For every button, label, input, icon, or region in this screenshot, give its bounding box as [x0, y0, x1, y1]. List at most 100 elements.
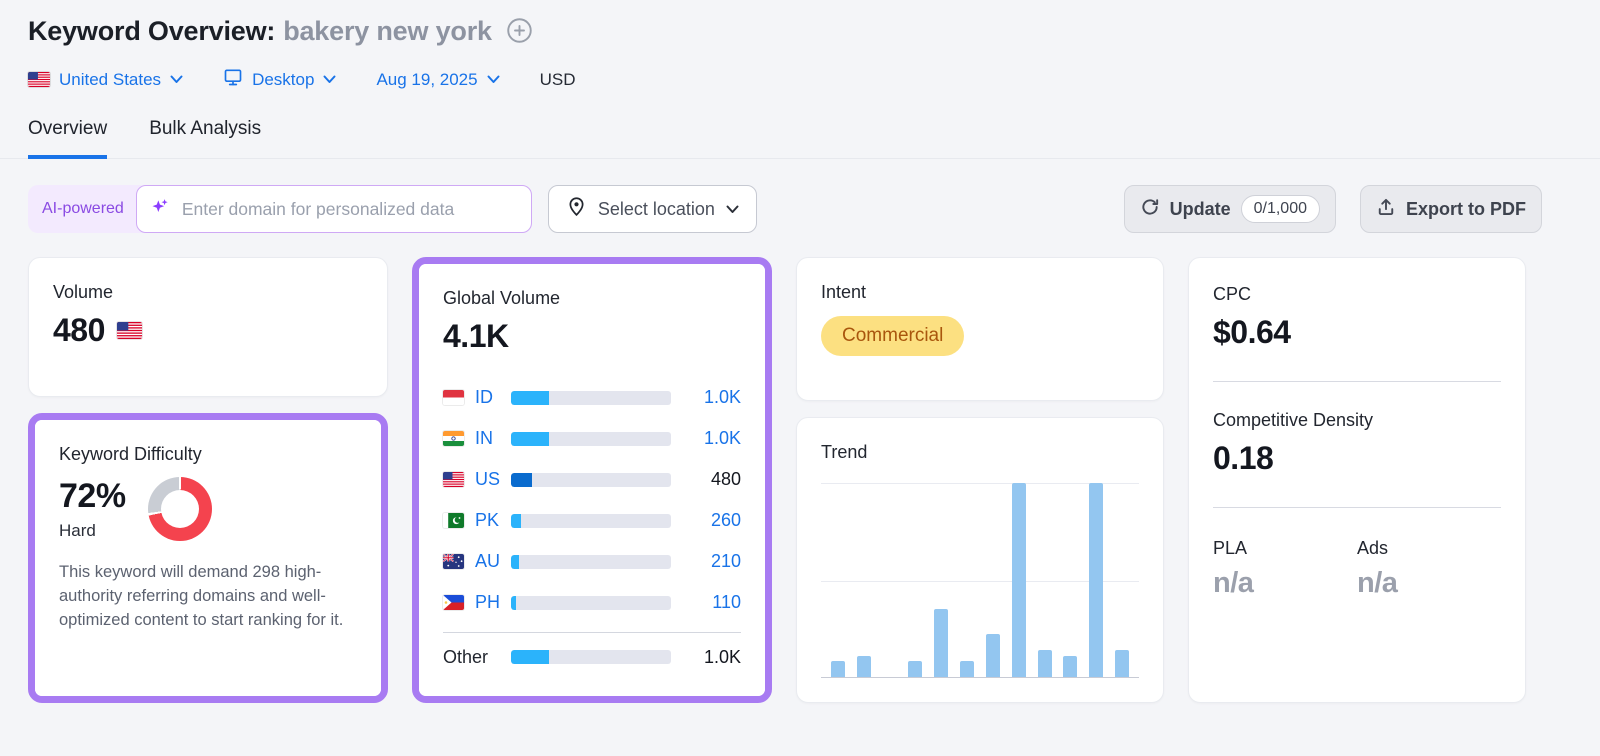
other-label: Other — [443, 646, 489, 667]
intent-badge-commercial[interactable]: Commercial — [821, 316, 965, 356]
trend-bar — [1089, 483, 1104, 677]
toolbar: AI-powered Select location Update 0/1,00… — [0, 185, 1600, 233]
country-volume-bar-fill — [511, 595, 516, 610]
trend-bar — [985, 634, 1000, 677]
export-pdf-button[interactable]: Export to PDF — [1360, 185, 1542, 233]
global-volume-row: AU 210 — [443, 541, 741, 582]
country-volume-bar — [511, 431, 671, 446]
country-volume-value[interactable]: 210 — [710, 551, 741, 571]
competitive-density-value: 0.18 — [1213, 440, 1274, 476]
keyword-text: bakery new york — [283, 16, 492, 46]
trend-bar — [1011, 483, 1026, 677]
export-icon — [1376, 197, 1396, 222]
us-flag-icon — [28, 72, 50, 87]
select-location-label: Select location — [597, 198, 715, 219]
trend-bar — [1063, 655, 1078, 677]
export-label: Export to PDF — [1406, 198, 1526, 219]
country-code-id[interactable]: ID — [475, 387, 493, 407]
country-volume-value[interactable]: 110 — [712, 592, 741, 612]
country-volume-bar-fill — [511, 472, 532, 487]
ai-powered-wrap: AI-powered — [28, 185, 532, 233]
ads-label: Ads — [1357, 538, 1389, 558]
country-volume-bar — [511, 472, 671, 487]
other-volume-value: 1.0K — [703, 646, 741, 667]
cpc-label: CPC — [1213, 284, 1252, 304]
country-volume-value: 480 — [710, 469, 741, 489]
domain-input[interactable] — [179, 197, 518, 221]
trend-label: Trend — [821, 442, 868, 462]
cpc-value: $0.64 — [1213, 314, 1291, 350]
divider — [443, 632, 741, 633]
global-volume-value: 4.1K — [443, 318, 509, 354]
update-button[interactable]: Update 0/1,000 — [1123, 185, 1336, 233]
country-volume-bar — [511, 595, 671, 610]
country-volume-bar-fill — [511, 390, 550, 405]
kd-severity: Hard — [59, 521, 96, 540]
device-filter[interactable]: Desktop — [223, 67, 336, 92]
gridline — [821, 580, 1139, 582]
trend-bars — [821, 483, 1139, 677]
divider — [1213, 381, 1501, 382]
tab-bulk-analysis[interactable]: Bulk Analysis — [149, 118, 262, 139]
country-volume-bar-fill — [511, 431, 550, 446]
flag-pk-icon — [443, 513, 464, 528]
kd-description: This keyword will demand 298 high-author… — [59, 563, 344, 629]
other-volume-bar — [511, 650, 671, 664]
global-volume-row: US 480 — [443, 459, 741, 500]
chevron-down-icon — [323, 75, 336, 84]
keyword-difficulty-card: Keyword Difficulty 72% Hard This keyword… — [35, 420, 381, 696]
country-volume-bar — [511, 554, 671, 569]
tab-overview[interactable]: Overview — [28, 118, 108, 159]
domain-input-wrap[interactable] — [135, 185, 532, 233]
competitive-density-label: Competitive Density — [1213, 410, 1374, 430]
divider — [1213, 507, 1501, 508]
global-volume-rows: ID 1.0K IN 1.0K US 480 PK 260 AU 210 PH 110 — [443, 377, 741, 623]
location-pin-icon — [566, 196, 587, 222]
keyword-difficulty-highlight: Keyword Difficulty 72% Hard This keyword… — [28, 413, 388, 703]
refresh-icon — [1140, 197, 1160, 222]
trend-chart — [821, 483, 1139, 678]
country-volume-value[interactable]: 1.0K — [703, 428, 741, 448]
country-volume-bar — [511, 513, 671, 528]
trend-bar — [960, 661, 975, 677]
trend-bar — [934, 609, 949, 677]
filters-row: United States Desktop Aug 19, 2025 USD — [28, 67, 1572, 92]
trend-bar — [831, 661, 845, 677]
quota-badge: 0/1,000 — [1240, 195, 1320, 223]
country-volume-value[interactable]: 260 — [710, 510, 741, 530]
currency-label: USD — [539, 69, 576, 89]
chevron-down-icon — [726, 205, 739, 214]
kd-label: Keyword Difficulty — [59, 444, 202, 464]
volume-card: Volume 480 — [28, 257, 388, 397]
country-code-ph[interactable]: PH — [475, 592, 501, 612]
add-keyword-button[interactable] — [506, 17, 533, 47]
trend-bar — [1114, 649, 1129, 677]
chevron-down-icon — [170, 75, 183, 84]
kd-value: 72% — [59, 477, 126, 515]
global-volume-row: PK 260 — [443, 500, 741, 541]
cpc-card: CPC $0.64 Competitive Density 0.18 PLA n… — [1188, 257, 1526, 703]
global-volume-other-row: Other 1.0K — [443, 642, 741, 672]
country-volume-value[interactable]: 1.0K — [703, 387, 741, 407]
flag-us-icon — [443, 472, 464, 487]
select-location-button[interactable]: Select location — [547, 185, 757, 233]
date-filter[interactable]: Aug 19, 2025 — [376, 70, 500, 90]
trend-bar — [908, 661, 923, 677]
ai-powered-badge: AI-powered — [42, 200, 124, 217]
country-volume-bar-fill — [511, 513, 521, 528]
country-filter-label: United States — [59, 69, 162, 89]
trend-bar — [1037, 649, 1052, 677]
pla-value: n/a — [1213, 567, 1254, 599]
us-flag-icon — [116, 322, 142, 339]
update-label: Update — [1169, 198, 1231, 219]
country-code-pk[interactable]: PK — [475, 510, 500, 530]
flag-id-icon — [443, 390, 464, 405]
country-code-au[interactable]: AU — [475, 551, 501, 571]
global-volume-highlight: Global Volume 4.1K ID 1.0K IN 1.0K US 480 PK 26… — [412, 257, 772, 703]
country-code-us[interactable]: US — [475, 469, 501, 489]
country-filter[interactable]: United States — [28, 70, 183, 90]
tabs-bar: Overview Bulk Analysis — [0, 118, 1600, 159]
axis-baseline — [821, 677, 1139, 678]
country-code-in[interactable]: IN — [475, 428, 493, 448]
